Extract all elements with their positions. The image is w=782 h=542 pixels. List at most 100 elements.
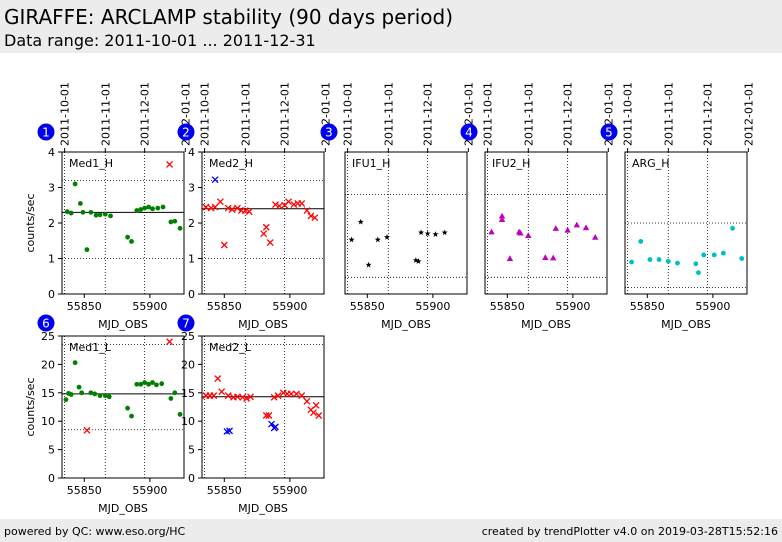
x-tick-label: 55900	[555, 300, 590, 313]
y-tick-label: 25	[41, 330, 55, 343]
y-tick-label: 4	[48, 146, 55, 159]
data-point	[84, 247, 90, 253]
date-tick-label: 2011-10-01	[199, 82, 212, 146]
data-point	[488, 228, 495, 235]
data-point	[93, 212, 99, 218]
chart-panel-4: 55850 55900 MJD_OBS 2011-10-01 2011-11-01 201…	[460, 82, 615, 331]
data-point	[638, 239, 644, 244]
data-point	[564, 226, 571, 233]
data-point	[696, 270, 701, 276]
data-point	[106, 394, 112, 400]
data-point	[172, 390, 178, 396]
panel-number-badge	[177, 123, 195, 141]
y-tick-label: 0	[188, 288, 195, 301]
data-point	[207, 204, 215, 212]
x-axis-label: MJD_OBS	[238, 502, 288, 515]
y-tick-label: 2	[48, 217, 55, 230]
data-point	[210, 392, 218, 400]
data-point	[270, 393, 278, 401]
data-point	[348, 236, 355, 243]
data-point	[80, 209, 86, 215]
panel-label: IFU2_H	[492, 157, 530, 170]
panel-number-badge	[600, 123, 618, 141]
panel-label: ARG_H	[632, 157, 669, 170]
data-point	[63, 397, 69, 403]
data-point	[142, 205, 148, 211]
data-point	[154, 382, 159, 388]
data-point	[418, 229, 425, 236]
data-point	[160, 204, 166, 210]
x-tick-label: 55900	[415, 300, 450, 313]
data-point	[220, 241, 228, 249]
plot-frame	[61, 335, 185, 479]
x-tick-label: 55900	[272, 484, 307, 497]
report-title: GIRAFFE: ARCLAMP stability (90 days peri…	[4, 5, 454, 29]
data-point	[290, 201, 298, 208]
y-tick-label: 1	[48, 253, 55, 266]
data-point	[272, 423, 279, 431]
plot-frame	[201, 335, 325, 479]
data-point	[310, 409, 317, 417]
panel-label: Med1_L	[69, 341, 112, 354]
footer-powered-by: powered by QC: www.eso.org/HC	[4, 525, 186, 538]
data-point	[168, 396, 174, 401]
panel-label: Med1_H	[69, 157, 113, 170]
date-tick-label: 2011-12-01	[562, 82, 575, 146]
data-point	[159, 381, 165, 387]
data-point	[285, 198, 293, 206]
data-point	[720, 250, 726, 256]
y-tick-label: 5	[188, 444, 195, 457]
data-point	[582, 224, 590, 231]
data-point	[498, 212, 506, 219]
data-point	[92, 391, 98, 397]
data-point	[268, 420, 275, 428]
y-tick-label: 0	[188, 472, 195, 485]
footer-created-by: created by trendPlotter v4.0 on 2019-03-…	[481, 525, 778, 538]
chart-panel-2: 55850 55900 MJD_OBS 0 1 2 3 4 2011-10-01 2011-11-…	[177, 82, 332, 331]
data-point	[265, 412, 273, 419]
data-point	[383, 234, 391, 240]
data-point	[211, 176, 219, 184]
y-tick-label: 15	[41, 387, 55, 400]
x-tick-label: 55850	[207, 300, 242, 313]
data-point	[216, 198, 224, 206]
data-point	[312, 401, 320, 409]
plot-frame	[344, 151, 468, 295]
data-point	[247, 393, 254, 401]
y-tick-label: 5	[48, 444, 55, 457]
data-point	[498, 216, 506, 223]
data-point	[211, 203, 219, 211]
data-point	[202, 203, 210, 211]
data-point	[129, 413, 134, 419]
data-point	[68, 210, 74, 216]
data-point	[730, 225, 735, 231]
data-point	[260, 230, 268, 238]
data-point	[102, 393, 108, 399]
panel-label: Med2_H	[209, 157, 253, 170]
data-point	[97, 212, 103, 218]
data-point	[303, 207, 311, 215]
date-tick-label: 2011-11-01	[99, 82, 112, 146]
report-footer: powered by QC: www.eso.org/HC created by…	[0, 519, 782, 542]
y-tick-label: 0	[48, 472, 55, 485]
data-point	[97, 393, 103, 399]
data-point	[233, 204, 241, 212]
data-point	[303, 397, 311, 405]
y-tick-label: 20	[181, 358, 195, 371]
x-axis-label: MJD_OBS	[98, 318, 148, 331]
x-axis-label: MJD_OBS	[381, 318, 431, 331]
panel-number-badge	[177, 314, 195, 332]
y-tick-label: 3	[48, 182, 55, 195]
data-point	[245, 208, 253, 216]
x-tick-label: 55900	[272, 300, 307, 313]
data-point	[102, 211, 108, 217]
data-point	[146, 204, 151, 210]
data-point	[125, 405, 130, 411]
data-point	[77, 201, 83, 206]
panel-number: 7	[182, 317, 190, 331]
date-tick-label: 2011-11-01	[522, 82, 535, 146]
panel-number: 1	[42, 126, 50, 140]
data-point	[525, 232, 532, 238]
data-point	[134, 208, 140, 213]
